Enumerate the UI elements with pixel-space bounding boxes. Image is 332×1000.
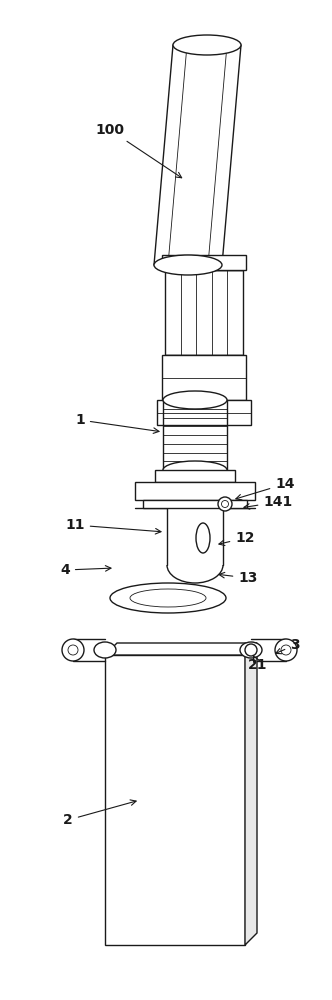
Text: 12: 12: [219, 531, 255, 546]
Text: 13: 13: [219, 571, 258, 585]
Ellipse shape: [240, 642, 262, 658]
Bar: [157, 400, 251, 425]
Bar: [143, 500, 247, 508]
Ellipse shape: [275, 639, 297, 661]
Bar: [155, 470, 235, 482]
Text: 141: 141: [244, 495, 292, 509]
Bar: [165, 270, 243, 355]
Ellipse shape: [94, 642, 116, 658]
Ellipse shape: [245, 644, 257, 656]
Bar: [135, 482, 255, 500]
Ellipse shape: [68, 645, 78, 655]
Text: 2: 2: [63, 800, 136, 827]
Text: 4: 4: [60, 563, 111, 577]
Ellipse shape: [173, 35, 241, 55]
Ellipse shape: [62, 639, 84, 661]
Polygon shape: [245, 643, 257, 945]
Bar: [105, 655, 245, 945]
Text: 11: 11: [65, 518, 161, 534]
Ellipse shape: [130, 589, 206, 607]
Polygon shape: [105, 643, 257, 655]
Ellipse shape: [163, 461, 227, 479]
Ellipse shape: [110, 583, 226, 613]
Bar: [162, 255, 246, 270]
Text: 1: 1: [75, 413, 159, 433]
Ellipse shape: [218, 497, 232, 511]
Text: 100: 100: [96, 123, 182, 178]
Bar: [162, 355, 246, 400]
Ellipse shape: [154, 255, 222, 275]
Ellipse shape: [281, 645, 291, 655]
Ellipse shape: [221, 500, 228, 508]
Text: 3: 3: [276, 638, 300, 654]
Ellipse shape: [163, 391, 227, 409]
Text: 14: 14: [236, 477, 295, 500]
Ellipse shape: [196, 523, 210, 553]
Text: 21: 21: [248, 655, 268, 672]
